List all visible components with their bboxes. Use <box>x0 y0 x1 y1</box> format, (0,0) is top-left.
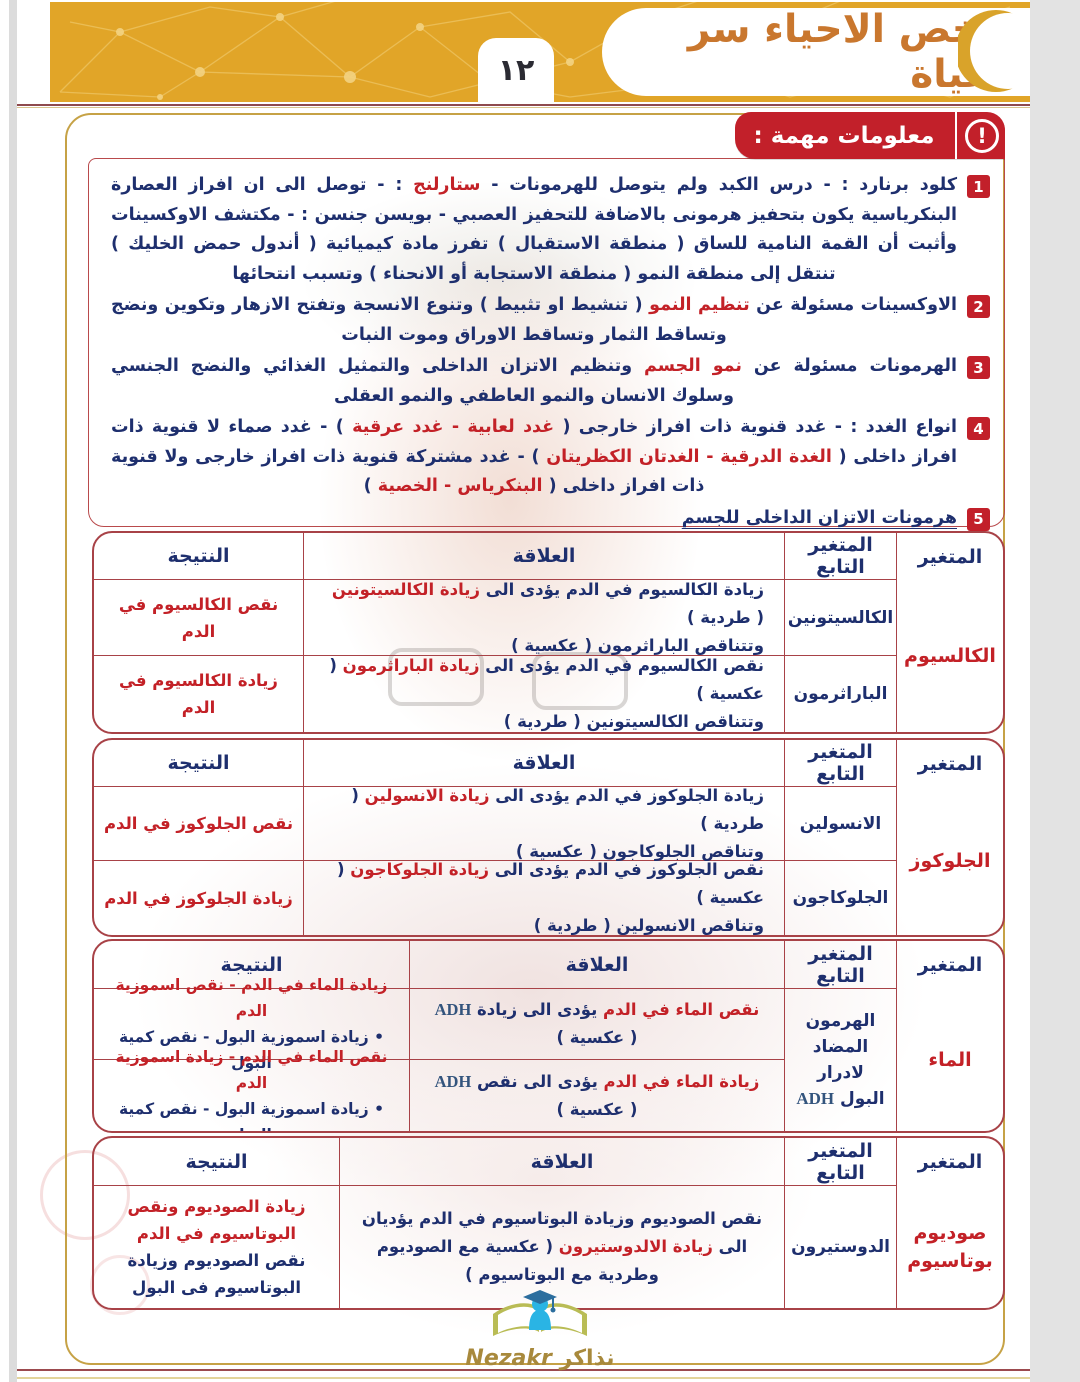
book-graduate-logo-icon <box>493 1290 587 1336</box>
item-number-badge: 3 <box>967 356 990 379</box>
column-header-relation: العلاقة <box>410 941 785 989</box>
footer-divider-line-gold <box>17 1377 1030 1379</box>
column-header-relation: العلاقة <box>304 740 785 787</box>
item-text: الاوكسينات مسئولة عن تنظيم النمو ( تنشيط… <box>111 295 958 345</box>
exclamation-icon: ! <box>965 118 999 153</box>
item-number-badge: 1 <box>967 175 990 198</box>
title-container: ملخص الاحياء سر الحياة <box>602 7 1030 97</box>
relation-cell: زيادة الجلوكوز في الدم يؤدى الى زيادة ال… <box>304 786 785 861</box>
dependent-cell: الهرمون المضاد لادرار البول ADH <box>785 989 897 1131</box>
item-text-underlined: هرمونات الاتزان الداخلى للجسم <box>681 507 957 528</box>
glucose-table: المتغير المتغير التابع العلاقة النتيجة ا… <box>92 738 1005 937</box>
variable-cell: صوديوم بوتاسيوم <box>907 1222 993 1272</box>
footer-brand: نذاكر Nezakr <box>440 1288 640 1371</box>
page-right-margin-strip <box>1030 0 1080 1382</box>
item-number-badge: 4 <box>967 417 990 440</box>
result-cell: نقص الكالسيوم في الدم <box>94 580 304 656</box>
result-cell: نقص الماء في الدم - زيادة اسموزية الدم • … <box>94 1048 410 1131</box>
footer-divider-line <box>17 1369 1030 1371</box>
important-info-label: معلومات مهمة : <box>753 122 935 149</box>
result-cell: نقص الجلوكوز في الدم <box>94 787 304 861</box>
list-item: 3 الهرمونات مسئولة عن نمو الجسم وتنظيم ا… <box>111 352 990 411</box>
column-header-variable: المتغير <box>917 1151 983 1173</box>
crescent-logo-icon <box>958 10 1030 92</box>
result-cell: زيادة الصوديوم ونقص البوتاسيوم في الدم نق… <box>94 1186 340 1308</box>
list-item: 4 انواع الغدد : - غدد قنوية ذات افراز خا… <box>111 413 990 502</box>
list-item: 2 الاوكسينات مسئولة عن تنظيم النمو ( تنش… <box>111 291 990 350</box>
column-header-result: النتيجة <box>94 740 304 787</box>
item-text: الهرمونات مسئولة عن نمو الجسم وتنظيم الا… <box>111 356 957 406</box>
column-header-dependent: المتغير التابع <box>785 740 897 787</box>
list-item: 1 كلود برنارد : - درس الكبد ولم يتوصل لل… <box>111 171 990 289</box>
header-divider-line <box>17 104 1030 106</box>
result-cell: زيادة الجلوكوز في الدم <box>94 861 304 935</box>
page-left-margin-strip <box>9 0 17 1382</box>
result-cell: زيادة الكالسيوم في الدم <box>94 656 304 732</box>
column-header-variable: المتغير <box>917 545 983 568</box>
variable-cell: الجلوكوز <box>909 850 991 872</box>
item-number-badge: 2 <box>967 295 990 318</box>
column-header-variable: المتغير <box>917 954 983 976</box>
water-adh-table: المتغير المتغير التابع العلاقة النتيجة ا… <box>92 939 1005 1133</box>
variable-cell: الكالسيوم <box>904 645 996 667</box>
brand-name: نذاكر Nezakr <box>440 1346 640 1371</box>
sodium-potassium-table: المتغير المتغير التابع العلاقة النتيجة ص… <box>92 1136 1005 1310</box>
item-text: انواع الغدد : - غدد قنوية ذات افراز خارج… <box>111 417 957 496</box>
dependent-cell: الانسولين <box>785 787 897 861</box>
dependent-cell: الباراثرمون <box>785 656 897 732</box>
column-header-result: النتيجة <box>94 1138 340 1186</box>
brand-name-latin: Nezakr <box>465 1346 552 1371</box>
dependent-cell: الجلوكاجون <box>785 861 897 935</box>
column-header-dependent: المتغير التابع <box>785 941 897 989</box>
relation-cell: زيادة الكالسيوم في الدم يؤدى الى زيادة ا… <box>304 580 785 656</box>
header-divider-line-gold <box>17 107 1030 108</box>
dependent-cell: الدوستيرون <box>785 1186 897 1308</box>
column-header-relation: العلاقة <box>340 1138 785 1186</box>
variable-cell: الماء <box>928 1049 972 1071</box>
page-number-tab: ١٢ <box>478 38 554 102</box>
calcium-table: المتغير المتغير التابع العلاقة النتيجة ا… <box>92 531 1005 734</box>
column-header-variable: المتغير <box>917 752 983 775</box>
important-info-badge: ! معلومات مهمة : <box>735 112 1005 159</box>
badge-divider <box>955 112 957 159</box>
brand-name-arabic: نذاكر <box>559 1346 615 1371</box>
relation-cell: نقص الكالسيوم في الدم يؤدى الى زيادة الب… <box>304 656 785 732</box>
item-number-badge: 5 <box>967 507 990 531</box>
dependent-cell: الكالسيتونين <box>785 580 897 656</box>
relation-cell: نقص الماء في الدم يؤدى الى زيادة ADH ( ع… <box>410 989 785 1060</box>
content-gold-frame <box>65 113 1005 1365</box>
item-text: كلود برنارد : - درس الكبد ولم يتوصل للهر… <box>111 175 957 284</box>
relation-cell: زيادة الماء في الدم يؤدى الى نقص ADH ( ع… <box>410 1060 785 1131</box>
relation-cell: نقص الجلوكوز في الدم يؤدى الى زيادة الجل… <box>304 860 785 935</box>
list-item: 5 هرمونات الاتزان الداخلى للجسم <box>111 504 990 534</box>
column-header-dependent: المتغير التابع <box>785 1138 897 1186</box>
column-header-relation: العلاقة <box>304 533 785 580</box>
important-info-box: 1 كلود برنارد : - درس الكبد ولم يتوصل لل… <box>88 158 1005 531</box>
column-header-dependent: المتغير التابع <box>785 533 897 580</box>
column-header-result: النتيجة <box>94 533 304 580</box>
